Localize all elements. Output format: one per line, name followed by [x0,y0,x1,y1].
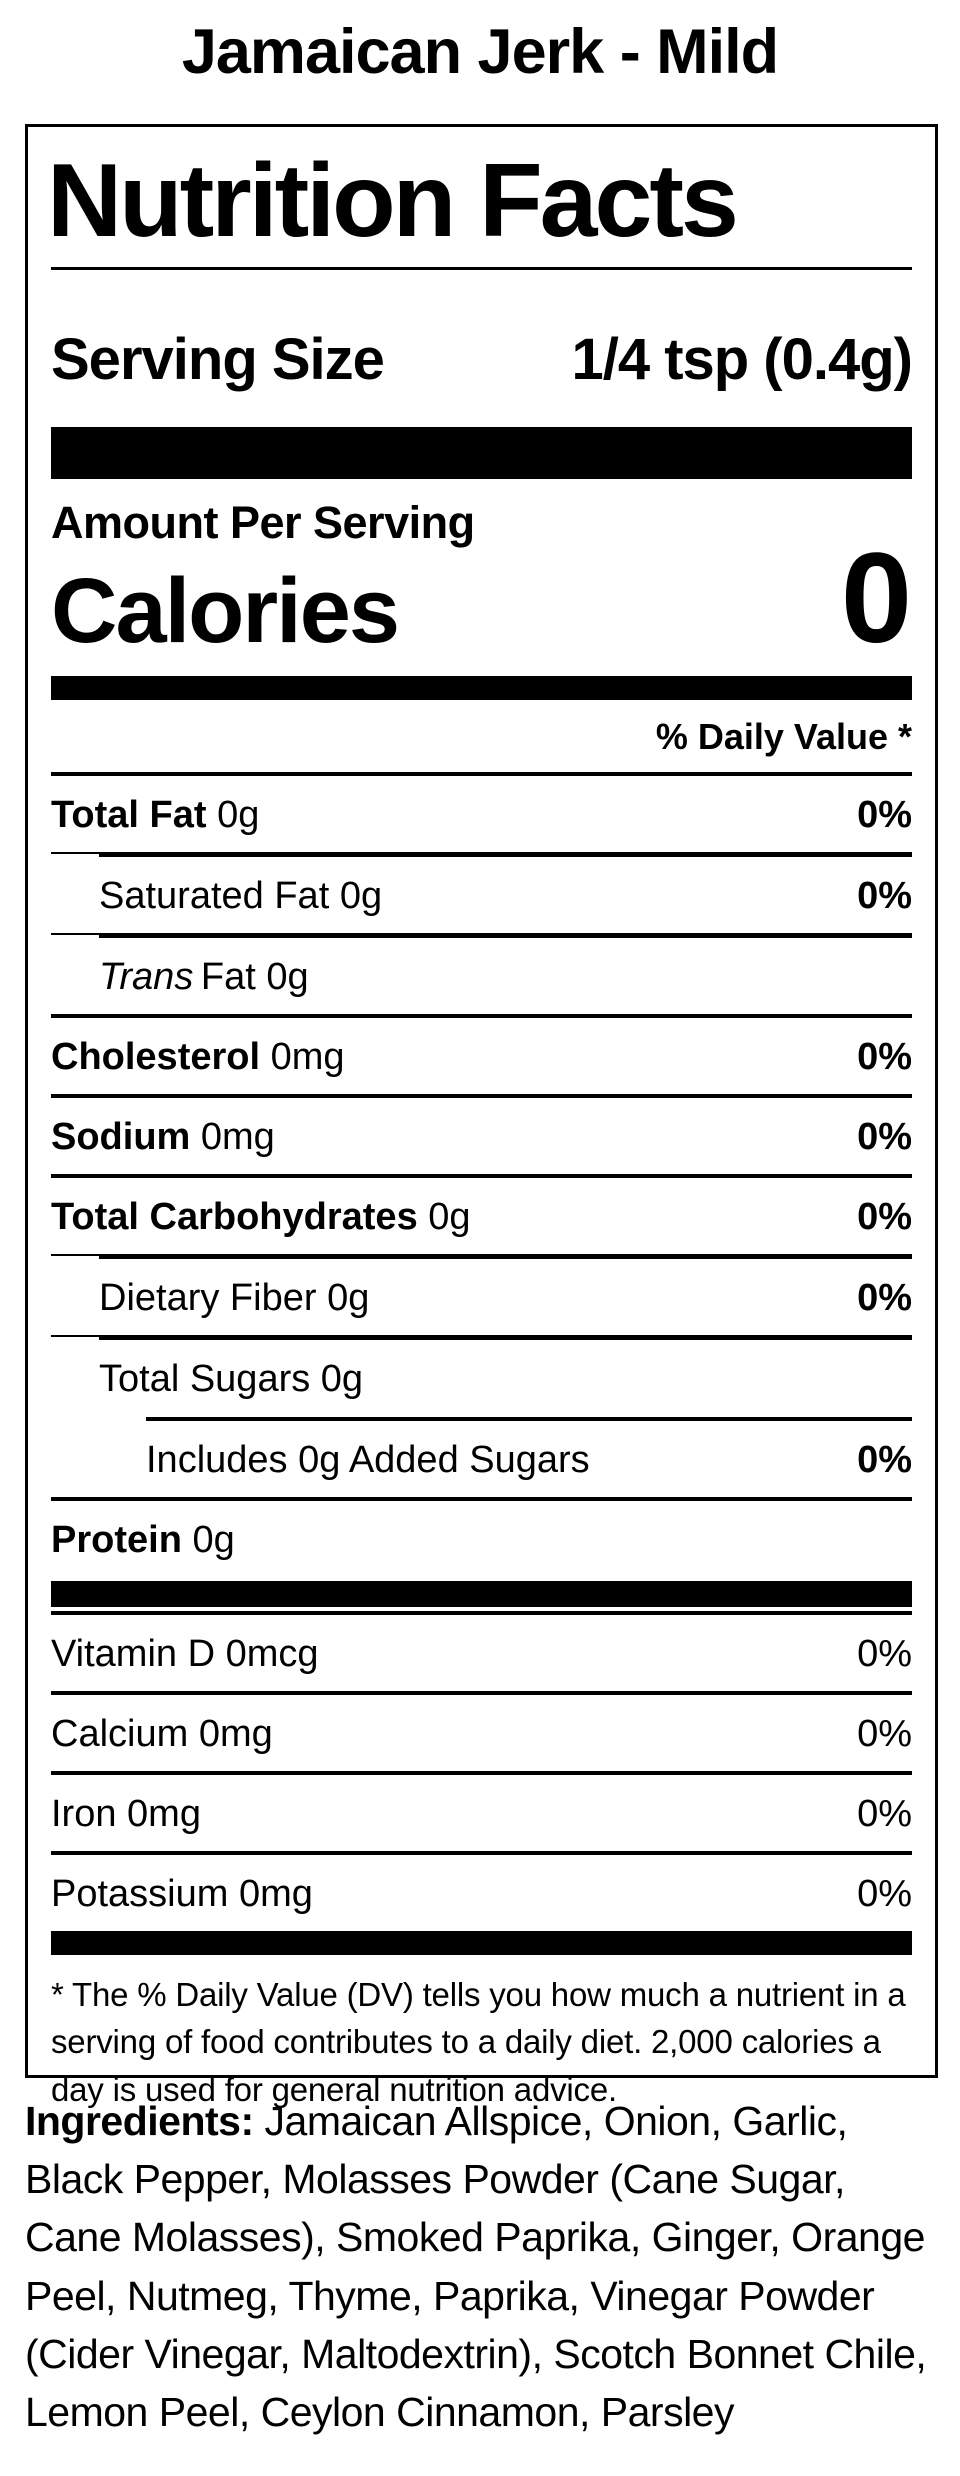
row-divider-indented [51,1334,912,1340]
nutrient-row-sodium: Sodium 0mg 0% [51,1115,912,1158]
nutrient-row-total-carbohydrates: Total Carbohydrates 0g 0% [51,1195,912,1238]
nutrient-row-total-sugars: Total Sugars 0g [99,1357,364,1400]
nutrient-row-vitamin-d: Vitamin D 0mcg 0% [51,1632,912,1675]
daily-value: 0% [857,1792,912,1835]
calories-label: Calories [51,560,400,662]
nutrient-row-dietary-fiber: Dietary Fiber 0g 0% [99,1276,912,1319]
daily-value: 0% [857,1712,912,1755]
nutrient-row-added-sugars: Includes 0g Added Sugars 0% [146,1438,912,1481]
amount-per-serving-label: Amount Per Serving [51,497,475,548]
row-divider [51,1093,912,1098]
daily-value: 0% [857,1035,912,1078]
daily-value: 0% [857,1276,912,1319]
row-divider [51,1770,912,1775]
nutrition-facts-panel: Nutrition Facts Serving Size 1/4 tsp (0.… [25,124,938,2108]
thick-bar-protein-underline [51,1610,912,1615]
page-title: Jamaican Jerk - Mild [181,17,779,87]
nutrient-row-total-fat: Total Fat 0g 0% [51,793,912,836]
thick-bar-top [51,427,912,479]
daily-value: 0% [857,1632,912,1675]
row-divider-indented [51,851,912,857]
ingredients-paragraph: Ingredients: Jamaican Allspice, Onion, G… [25,2092,937,2441]
row-divider [51,771,912,776]
daily-value: 0% [857,1115,912,1158]
serving-size-value: 1/4 tsp (0.4g) [571,327,913,392]
nutrient-row-protein: Protein 0g [51,1518,235,1561]
nutrient-row-saturated-fat: Saturated Fat 0g 0% [99,874,912,917]
nutrient-row-trans-fat: Trans Fat 0g [99,955,309,998]
calories-row: Calories 0 [51,527,912,670]
row-divider-double-indented [51,1416,912,1421]
nutrient-row-iron: Iron 0mg 0% [51,1792,912,1835]
row-divider-indented [51,1253,912,1259]
thick-bar-protein [51,1580,912,1607]
calories-value: 0 [840,527,912,670]
row-divider [51,1850,912,1855]
row-divider [51,1173,912,1178]
nutrient-row-calcium: Calcium 0mg 0% [51,1712,912,1755]
nutrient-row-potassium: Potassium 0mg 0% [51,1872,912,1915]
row-divider [51,1013,912,1018]
serving-size-row: Serving Size 1/4 tsp (0.4g) [51,326,913,393]
daily-value-header: % Daily Value * [655,715,912,757]
serving-size-label: Serving Size [51,327,385,392]
nutrition-facts-heading: Nutrition Facts [47,143,739,259]
row-divider [51,1496,912,1501]
nutrient-row-cholesterol: Cholesterol 0mg 0% [51,1035,912,1078]
heading-divider [51,267,912,270]
row-divider-indented [51,932,912,938]
daily-value: 0% [857,793,912,836]
ingredients-text: Jamaican Allspice, Onion, Garlic, Black … [25,2098,927,2436]
thick-bar-calories [51,675,912,700]
thick-bar-bottom [51,1930,912,1955]
daily-value: 0% [857,1872,912,1915]
daily-value: 0% [857,1195,912,1238]
daily-value: 0% [857,1438,912,1481]
ingredients-label: Ingredients: [25,2098,254,2144]
daily-value-footnote: * The % Daily Value (DV) tells you how m… [51,1975,906,2109]
daily-value: 0% [857,874,912,917]
row-divider [51,1690,912,1695]
